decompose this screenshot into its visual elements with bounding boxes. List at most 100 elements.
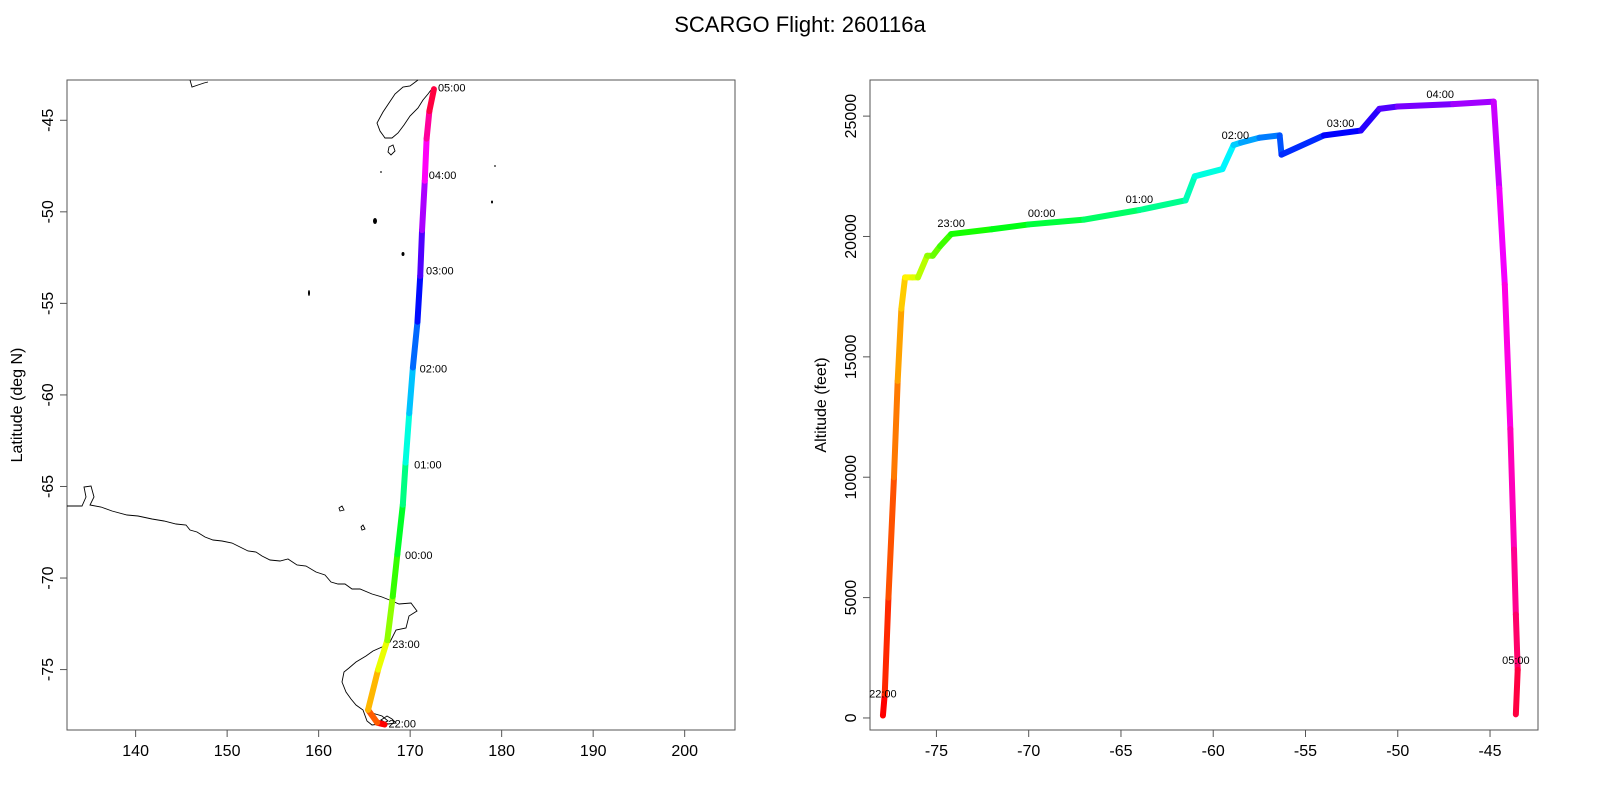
profile-track-segment xyxy=(1025,216,1088,228)
map-time-label: 22:00 xyxy=(389,719,417,731)
profile-track-segment xyxy=(1276,132,1285,158)
map-x-tick-label: 150 xyxy=(214,743,241,760)
profile-time-label: 01:00 xyxy=(1126,194,1154,206)
profile-time-label: 00:00 xyxy=(1028,208,1056,220)
profile-track-segment xyxy=(988,221,1032,233)
map-track-segment xyxy=(389,551,401,600)
profile-track-segment xyxy=(1511,546,1519,618)
profile-track-segment xyxy=(1357,105,1383,134)
map-x-tick-label: 170 xyxy=(397,743,424,760)
map-track-segment xyxy=(375,637,391,673)
island-campbell xyxy=(401,252,405,256)
map-track-segment xyxy=(394,501,406,558)
profile-track-segment xyxy=(881,594,892,697)
island-auckland xyxy=(373,218,377,224)
map-track-segment xyxy=(417,227,426,279)
map-track-segment xyxy=(402,410,413,466)
profile-x-tick-label: -60 xyxy=(1202,743,1225,760)
profile-track-segment xyxy=(1256,132,1283,141)
profile-track-segment xyxy=(1450,98,1497,108)
profile-x-tick-label: -50 xyxy=(1386,743,1409,760)
profile-track-segment xyxy=(890,377,901,481)
map-flight-track xyxy=(365,86,437,728)
map-time-label: 00:00 xyxy=(405,550,433,562)
map-time-label: 02:00 xyxy=(420,363,448,375)
figure-title: SCARGO Flight: 260116a xyxy=(674,12,926,37)
profile-y-tick-label: 0 xyxy=(843,713,860,722)
map-small-islands xyxy=(308,165,496,296)
profile-y-tick-label: 5000 xyxy=(843,580,860,616)
map-track-segment xyxy=(399,459,409,508)
map-track-segment xyxy=(409,318,421,371)
profile-y-tick-label: 10000 xyxy=(843,455,860,500)
map-track-segment xyxy=(406,364,416,417)
map-time-label: 01:00 xyxy=(414,460,442,472)
coastline-scott-island xyxy=(360,524,366,531)
profile-track-segment xyxy=(914,252,931,281)
coastline-antarctica xyxy=(67,485,418,726)
profile-x-tick-label: -55 xyxy=(1294,743,1317,760)
profile-time-label: 04:00 xyxy=(1426,89,1454,101)
profile-track-segment xyxy=(1237,134,1263,146)
profile-x-axis: -75 -70 -65 -60 -55 -50 -45 xyxy=(925,730,1502,760)
profile-x-tick-label: -70 xyxy=(1017,743,1040,760)
profile-panel: 22:00 23:00 00:00 01:00 02:00 03:00 04:00 05:00… xyxy=(813,79,1539,760)
profile-plot-frame xyxy=(869,79,1539,731)
island-macquarie xyxy=(308,290,310,296)
profile-track-segment xyxy=(1081,207,1143,223)
map-y-tick-label: -45 xyxy=(40,109,57,132)
map-panel: 22:00 23:00 00:00 01:00 02:00 03:00 04:00 05:00… xyxy=(9,79,736,760)
map-x-tick-label: 190 xyxy=(580,743,607,760)
profile-track-segment xyxy=(1512,611,1521,673)
profile-time-labels: 22:00 23:00 00:00 01:00 02:00 03:00 04:00 05:00 xyxy=(869,89,1529,700)
coastline-balleny-islands xyxy=(338,505,345,512)
profile-track-segment xyxy=(1501,281,1514,433)
map-x-tick-label: 200 xyxy=(671,743,698,760)
profile-y-tick-label: 15000 xyxy=(843,335,860,380)
profile-time-label: 05:00 xyxy=(1502,655,1530,667)
map-plot-frame xyxy=(66,79,736,731)
profile-track-segment xyxy=(1182,173,1198,204)
coastline-ross-island xyxy=(380,715,397,725)
map-track-segment xyxy=(423,108,433,142)
profile-y-tick-label: 25000 xyxy=(843,94,860,139)
map-x-tick-label: 160 xyxy=(305,743,332,760)
map-track-segment xyxy=(365,666,382,713)
map-time-label: 05:00 xyxy=(438,82,466,94)
map-track-segment xyxy=(419,177,428,234)
map-track-segment xyxy=(414,272,424,325)
profile-track-segment xyxy=(1512,666,1521,718)
map-y-tick-label: -60 xyxy=(40,383,57,406)
island-bounty xyxy=(494,165,496,167)
profile-track-segment xyxy=(879,690,888,719)
map-track-segment xyxy=(421,135,430,184)
profile-track-segment xyxy=(1490,98,1503,192)
map-x-tick-label: 180 xyxy=(488,743,515,760)
coastline-new-zealand-south xyxy=(376,79,432,139)
profile-y-axis: 0 5000 10000 15000 20000 25000 xyxy=(843,94,870,722)
profile-track-segment xyxy=(1496,185,1508,288)
profile-track-segment xyxy=(948,226,995,238)
map-time-labels: 22:00 23:00 00:00 01:00 02:00 03:00 04:00 05:00 xyxy=(389,82,466,730)
map-time-label: 23:00 xyxy=(392,639,420,651)
map-y-tick-label: -75 xyxy=(40,658,57,681)
profile-x-tick-label: -65 xyxy=(1109,743,1132,760)
profile-time-label: 22:00 xyxy=(869,689,897,701)
profile-y-tick-label: 20000 xyxy=(843,214,860,259)
profile-track-segment xyxy=(898,274,909,312)
profile-track-segment xyxy=(1507,426,1518,553)
profile-track-segment xyxy=(1278,132,1327,158)
map-track-segment xyxy=(384,593,396,644)
map-y-tick-label: -65 xyxy=(40,475,57,498)
profile-time-label: 03:00 xyxy=(1327,118,1355,130)
profile-track-segment xyxy=(1376,103,1401,112)
coastlines xyxy=(67,79,432,726)
island-antipodes xyxy=(491,200,493,204)
profile-track-segment xyxy=(885,474,897,601)
profile-x-tick-label: -45 xyxy=(1478,743,1501,760)
map-x-axis: 140 150 160 170 180 190 200 xyxy=(122,730,698,760)
profile-track-segment xyxy=(894,305,905,384)
profile-flight-track xyxy=(879,98,1521,719)
map-y-tick-label: -50 xyxy=(40,200,57,223)
